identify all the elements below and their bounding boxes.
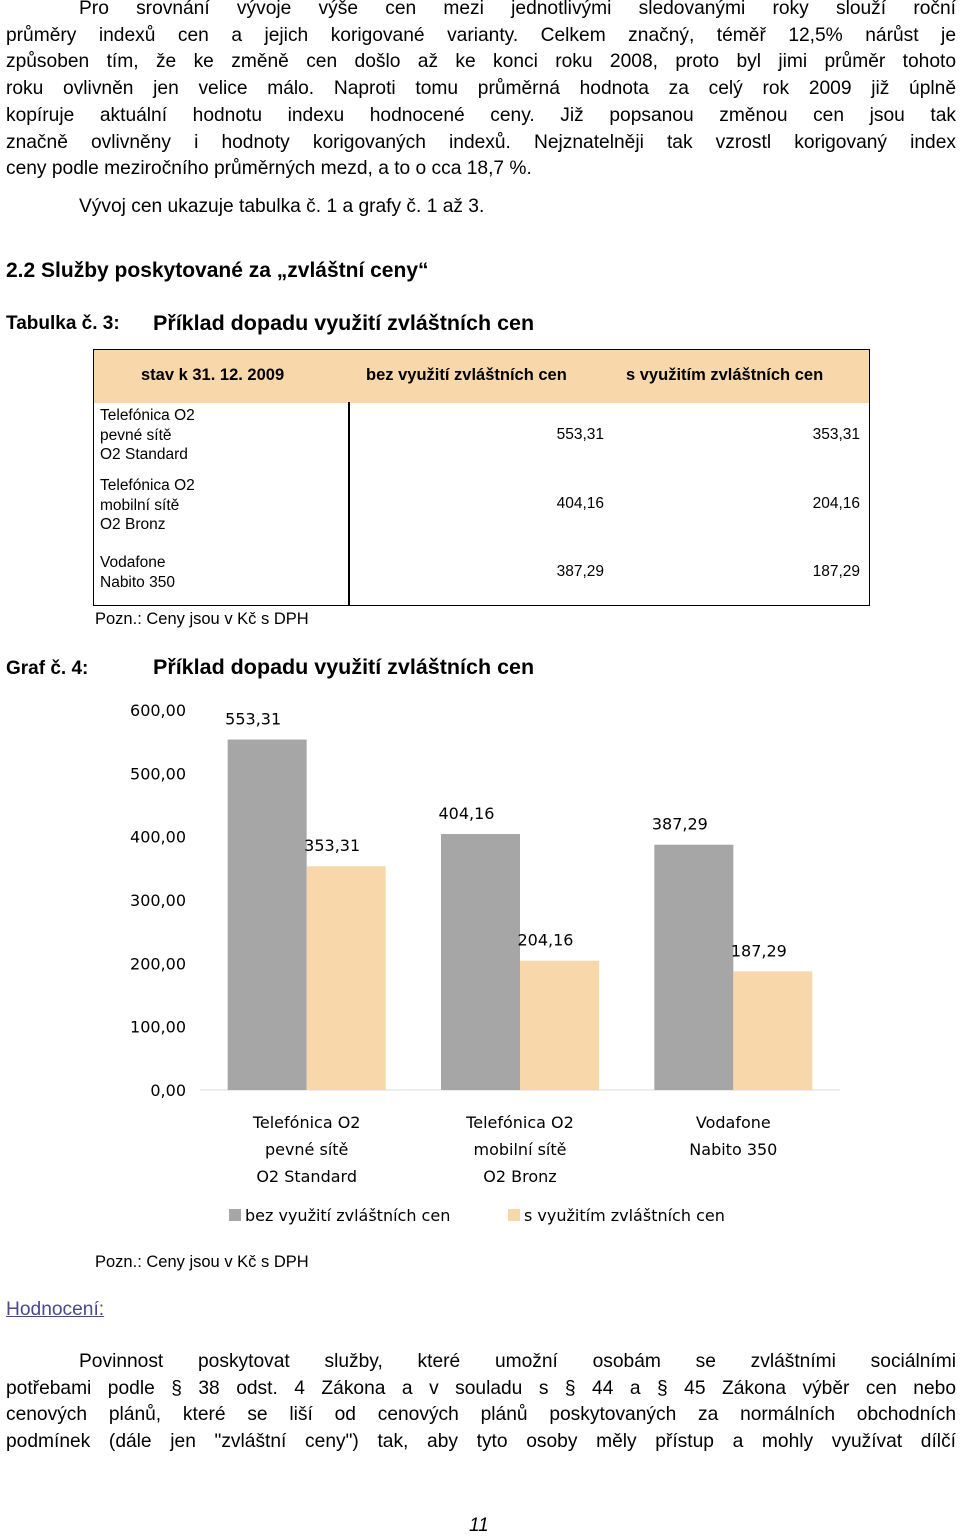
table-header-without: bez využití zvláštních cen — [366, 366, 567, 384]
page-number: 11 — [469, 1515, 489, 1536]
table-cell-with: 353,31 — [812, 426, 860, 443]
data-label: 187,29 — [731, 941, 787, 960]
y-tick-label: 600,00 — [130, 701, 186, 720]
x-category-label: Nabito 350 — [689, 1140, 777, 1159]
table-header-row — [94, 349, 869, 403]
table-header-with: s využitím zvláštních cen — [626, 366, 824, 384]
paragraph-line: značně ovlivněny i hodnoty korigovaných … — [6, 131, 956, 153]
table-header-date: stav k 31. 12. 2009 — [141, 366, 285, 384]
x-category-label: Telefónica O2 — [252, 1113, 361, 1132]
table-cell-without: 387,29 — [556, 563, 604, 580]
x-category-label: Vodafone — [696, 1113, 771, 1132]
table-name-column-divider — [348, 402, 350, 605]
bar — [227, 739, 307, 1090]
bar — [654, 844, 734, 1090]
x-category-label: O2 Bronz — [483, 1167, 556, 1186]
table-caption-title: Příklad dopadu využití zvláštních cen — [153, 311, 535, 335]
legend-swatch — [229, 1209, 241, 1221]
table-row-name: Vodafone Nabito 350 — [100, 554, 175, 591]
legend-label: s využitím zvláštních cen — [524, 1206, 725, 1225]
x-category-label: pevné sítě — [265, 1140, 348, 1159]
paragraph-line: způsoben tím, že ke změně cen došlo až k… — [6, 51, 956, 73]
paragraph-line: Pro srovnání vývoje výše cen mezi jednot… — [79, 0, 956, 19]
chart-note: Pozn.: Ceny jsou v Kč s DPH — [95, 1253, 309, 1271]
paragraph-line: kopíruje aktuální hodnotu indexu hodnoce… — [6, 104, 956, 126]
reference-line: Vývoj cen ukazuje tabulka č. 1 a grafy č… — [79, 196, 485, 217]
table-cell-without: 404,16 — [556, 495, 604, 512]
x-category-label: mobilní sítě — [474, 1140, 567, 1159]
y-tick-label: 300,00 — [130, 891, 186, 910]
bar — [306, 866, 386, 1090]
y-tick-label: 0,00 — [150, 1081, 186, 1100]
y-tick-label: 100,00 — [130, 1018, 186, 1037]
data-label: 553,31 — [225, 710, 281, 729]
evaluation-heading: Hodnocení: — [6, 1299, 105, 1320]
data-label: 387,29 — [652, 815, 708, 834]
table-cell-with: 187,29 — [812, 563, 860, 580]
legend-label: bez využití zvláštních cen — [245, 1206, 450, 1225]
section-heading: 2.2 Služby poskytované za „zvláštní ceny… — [6, 259, 429, 282]
paragraph-line: potřebami podle § 38 odst. 4 Zákona a v … — [6, 1377, 956, 1399]
data-label: 353,31 — [304, 836, 360, 855]
paragraph-line: průměry indexů cen a jejich korigované v… — [6, 24, 956, 46]
table-row-name: Telefónica O2 mobilní sítě O2 Bronz — [100, 477, 195, 533]
paragraph-line: Povinnost poskytovat služby, které umožn… — [79, 1351, 956, 1372]
graph-caption-label: Graf č. 4: — [6, 658, 89, 679]
bar-chart: 0,00 100,00 200,00 300,00 400,00 500,00 600,00… — [130, 701, 840, 1225]
comparison-table: stav k 31. 12. 2009 bez využití zvláštní… — [93, 349, 870, 606]
data-label: 204,16 — [518, 931, 574, 950]
paragraph-line: podmínek (dále jen "zvláštní ceny") tak,… — [6, 1431, 956, 1453]
bar — [733, 971, 813, 1090]
table-note: Pozn.: Ceny jsou v Kč s DPH — [95, 610, 309, 628]
bar — [520, 960, 599, 1090]
y-tick-label: 500,00 — [130, 764, 186, 783]
data-label: 404,16 — [439, 804, 495, 823]
paragraph-line: cenových plánů, které se liší od cenovýc… — [6, 1404, 956, 1426]
x-category-label: Telefónica O2 — [465, 1113, 574, 1132]
y-tick-label: 200,00 — [130, 954, 186, 973]
evaluation-paragraph: Povinnost poskytovat služby, které umožn… — [6, 1349, 956, 1456]
bar — [441, 834, 520, 1090]
table-caption-label: Tabulka č. 3: — [6, 313, 120, 334]
table-cell-without: 553,31 — [556, 426, 604, 443]
legend-swatch — [508, 1209, 520, 1221]
y-tick-label: 400,00 — [130, 828, 186, 847]
paragraph-line: ceny podle meziročního průměrných mezd, … — [6, 158, 532, 180]
x-category-label: O2 Standard — [256, 1167, 357, 1186]
paragraph-line: roku ovlivněn jen velice málo. Naproti t… — [6, 78, 956, 100]
table-cell-with: 204,16 — [812, 495, 860, 512]
intro-paragraph: Pro srovnání vývoje výše cen mezi jednot… — [6, 0, 956, 183]
graph-caption-title: Příklad dopadu využití zvláštních cen — [153, 655, 535, 679]
table-row-name: Telefónica O2 pevné sítě O2 Standard — [100, 407, 195, 463]
